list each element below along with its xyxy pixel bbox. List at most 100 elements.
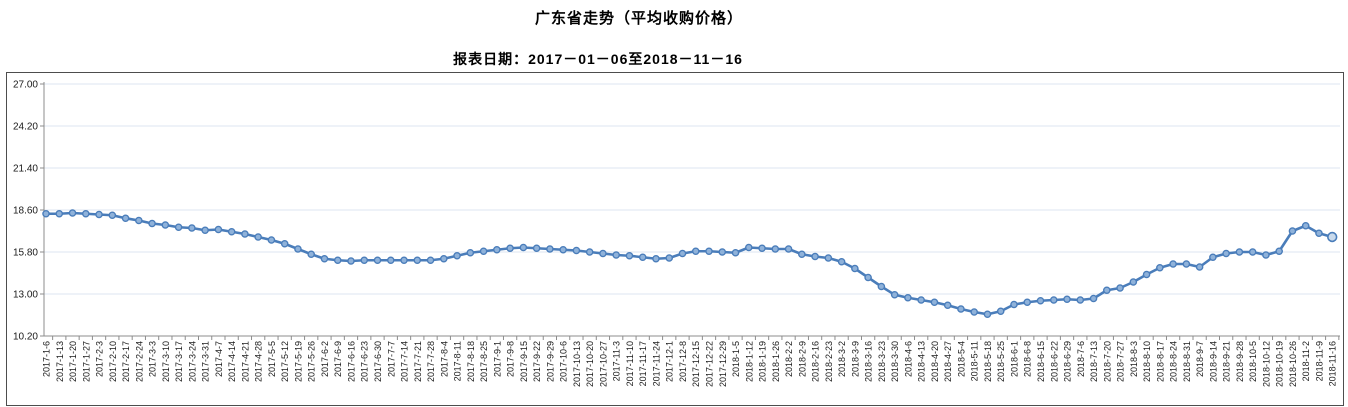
x-tick-label: 2018-6-8 [1023, 341, 1033, 377]
data-point [904, 293, 912, 302]
data-point [943, 301, 952, 310]
data-point [333, 256, 342, 265]
data-point [758, 244, 766, 253]
x-tick-label: 2018-2-23 [824, 341, 834, 382]
x-tick-label: 2017-1-27 [81, 341, 91, 382]
chart-border [6, 72, 1344, 406]
data-point [1063, 295, 1071, 304]
x-tick-label: 2017-2-3 [95, 341, 105, 377]
data-point [599, 249, 607, 258]
data-point [294, 245, 302, 253]
x-tick-label: 2017-4-21 [240, 341, 250, 382]
data-point [1301, 221, 1310, 230]
x-tick-label: 2018-2-9 [797, 341, 807, 377]
data-point [42, 209, 50, 218]
x-tick-label: 2018-5-25 [996, 341, 1006, 382]
x-tick-label: 2018-1-26 [771, 341, 781, 382]
data-point [877, 282, 886, 291]
x-tick-label: 2018-4-13 [917, 341, 927, 382]
x-tick-label: 2017-6-2 [320, 341, 330, 377]
data-point [81, 209, 90, 218]
x-tick-label: 2017-11-10 [625, 341, 635, 386]
x-tick-label: 2017-4-14 [227, 341, 237, 382]
data-point [439, 254, 448, 263]
x-tick-label: 2017-7-14 [400, 341, 410, 382]
x-tick-label: 2018-8-31 [1182, 341, 1192, 382]
x-tick-label: 2018-9-28 [1235, 341, 1245, 382]
x-tick-label: 2017-5-5 [267, 341, 277, 377]
x-tick-label: 2017-7-7 [386, 341, 396, 377]
x-tick-label: 2017-5-26 [307, 341, 317, 382]
data-point [254, 233, 262, 241]
data-point [1129, 278, 1138, 286]
x-tick-label: 2017-3-17 [174, 341, 184, 382]
x-tick-label: 2018-10-12 [1261, 341, 1271, 387]
x-tick-label: 2017-5-12 [280, 341, 290, 382]
data-point [241, 230, 249, 238]
x-tick-label: 2018-9-21 [1222, 341, 1232, 382]
data-point [347, 257, 355, 265]
data-point [1023, 298, 1032, 307]
data-point [161, 221, 170, 229]
x-tick-label: 2017-12-29 [718, 341, 728, 387]
y-tick-label: 10.20 [13, 332, 38, 343]
x-tick-label: 2018-6-29 [1063, 341, 1073, 382]
x-tick-label: 2018-1-5 [731, 341, 741, 377]
x-tick-label: 2018-3-30 [890, 341, 900, 382]
data-point [1010, 300, 1018, 309]
x-tick-label: 2017-6-30 [373, 341, 383, 382]
data-point [917, 296, 925, 304]
x-tick-label: 2017-11-17 [638, 341, 648, 386]
data-point [479, 247, 488, 256]
x-tick-label: 2017-10-13 [572, 341, 582, 387]
x-tick-label: 2017-3-31 [201, 341, 211, 382]
x-tick-label: 2017-7-21 [413, 341, 423, 382]
x-tick-label: 2018-7-6 [1076, 341, 1086, 377]
data-point [930, 298, 939, 307]
data-point [678, 249, 687, 258]
x-tick-label: 2017-6-9 [333, 341, 343, 377]
trend-line [44, 211, 1334, 316]
data-point [1142, 270, 1151, 279]
data-point [1049, 296, 1058, 304]
data-point [227, 227, 236, 236]
data-point [386, 256, 395, 265]
data-point [214, 225, 223, 234]
data-point [1275, 247, 1283, 256]
x-tick-label: 2018-3-9 [850, 341, 860, 377]
x-tick-label: 2017-12-1 [665, 341, 675, 382]
data-point [95, 210, 103, 219]
x-tick-label: 2018-8-10 [1142, 341, 1152, 382]
data-point [493, 245, 501, 254]
data-point [1116, 284, 1124, 292]
data-point [1103, 286, 1111, 295]
data-point [983, 310, 992, 319]
data-point [108, 211, 117, 220]
y-tick-label: 24.20 [13, 122, 38, 133]
x-tick-label: 2017-4-28 [254, 341, 264, 382]
x-tick-label: 2017-12-8 [678, 341, 688, 382]
x-tick-label: 2017-2-17 [121, 341, 131, 382]
data-point [506, 244, 514, 253]
data-point [970, 308, 979, 316]
x-tick-label: 2017-12-15 [691, 341, 701, 387]
data-point [744, 243, 753, 252]
x-tick-label: 2018-7-20 [1102, 341, 1112, 382]
x-tick-label: 2018-4-27 [943, 341, 953, 382]
y-tick-label: 15.80 [13, 248, 38, 259]
data-point [148, 219, 156, 228]
data-point [466, 248, 475, 257]
data-point [413, 256, 422, 265]
data-point [585, 248, 594, 256]
data-point [1315, 229, 1323, 238]
data-point [174, 223, 183, 232]
data-point [280, 239, 289, 248]
data-point [373, 256, 382, 265]
data-point [532, 244, 541, 253]
x-tick-label: 2018-3-23 [877, 341, 887, 382]
data-point [1182, 260, 1191, 268]
x-tick-label: 2017-4-7 [214, 341, 224, 377]
data-point [1209, 253, 1217, 262]
x-tick-label: 2017-8-11 [453, 341, 463, 381]
x-tick-label: 2018-4-6 [903, 341, 913, 377]
